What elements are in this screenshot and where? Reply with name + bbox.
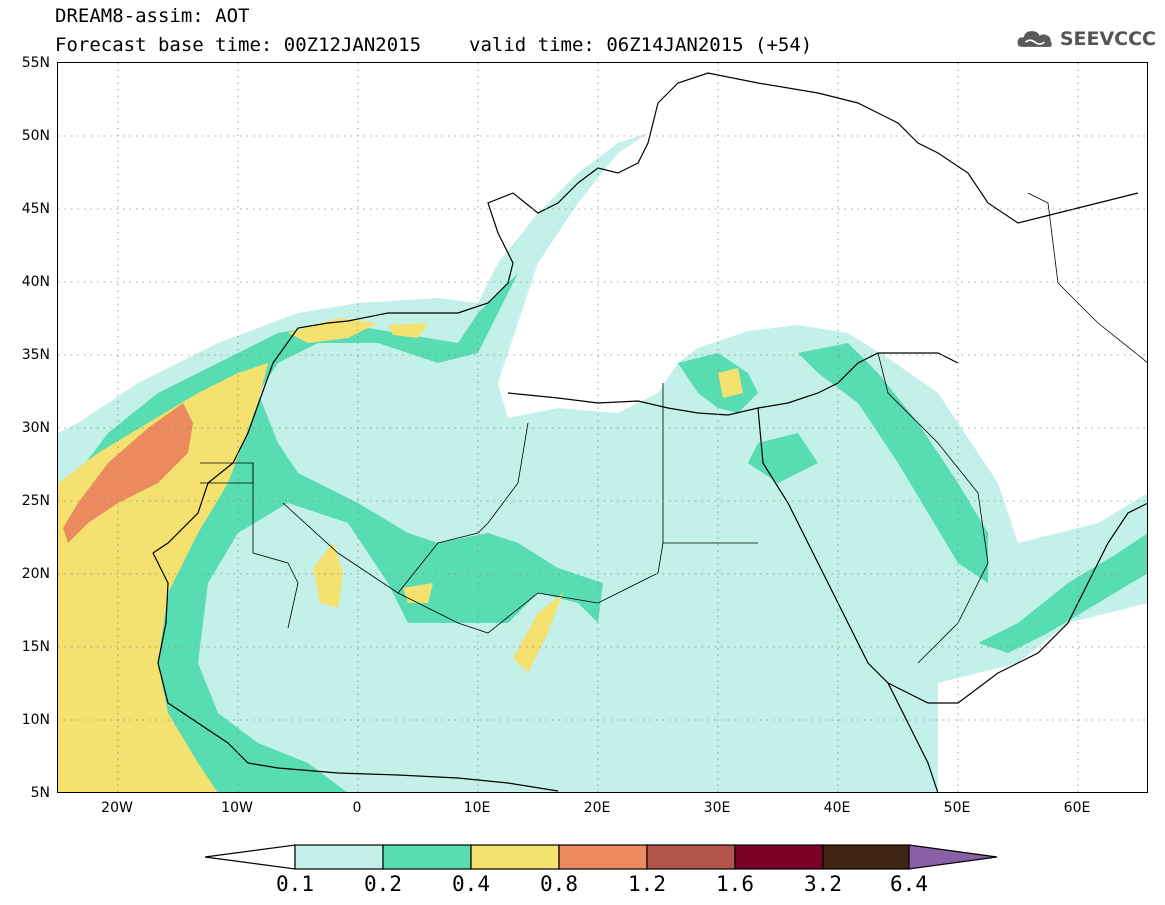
lat-label: 20N xyxy=(21,566,50,582)
lat-label: 30N xyxy=(21,420,50,436)
colorbar-label: 6.4 xyxy=(890,872,928,896)
lat-label: 35N xyxy=(21,347,50,363)
colorbar xyxy=(205,844,998,870)
colorbar-high-arrow xyxy=(908,844,998,870)
colorbar-label: 3.2 xyxy=(804,872,842,896)
logo-text: SEEVCCC xyxy=(1059,28,1156,50)
forecast-times: Forecast base time: 00Z12JAN2015 valid ti… xyxy=(55,35,860,55)
colorbar-swatch xyxy=(382,844,472,870)
lat-label: 50N xyxy=(21,128,50,144)
map-canvas xyxy=(58,63,1147,792)
colorbar-label: 0.8 xyxy=(540,872,578,896)
lon-label: 0 xyxy=(352,800,362,816)
colorbar-label: 0.1 xyxy=(276,872,314,896)
aot-map xyxy=(57,62,1148,793)
cloud-icon xyxy=(1017,31,1052,47)
colorbar-swatch xyxy=(822,844,910,870)
colorbar-swatch xyxy=(470,844,560,870)
aot-level-4 xyxy=(63,403,193,543)
colorbar-swatch xyxy=(558,844,648,870)
lat-label: 5N xyxy=(30,785,50,801)
lon-label: 30E xyxy=(703,800,731,816)
lon-label: 20E xyxy=(583,800,611,816)
map-title: DREAM8-assim: AOT xyxy=(55,5,250,27)
lon-label: 20W xyxy=(101,800,133,816)
lat-label: 10N xyxy=(21,712,50,728)
colorbar-swatch xyxy=(646,844,736,870)
colorbar-swatch xyxy=(734,844,824,870)
aot-level-1 xyxy=(58,133,1147,792)
colorbar-low-arrow xyxy=(205,844,296,870)
lat-label: 40N xyxy=(21,274,50,290)
seevccc-logo: SEEVCCC xyxy=(1016,22,1156,56)
base-time: Forecast base time: 00Z12JAN2015 xyxy=(55,34,422,56)
lat-label: 45N xyxy=(21,201,50,217)
lon-label: 50E xyxy=(943,800,971,816)
colorbar-label: 1.6 xyxy=(716,872,754,896)
lon-label: 60E xyxy=(1063,800,1091,816)
lat-lon-grid xyxy=(58,63,1147,792)
lat-label: 55N xyxy=(21,55,50,71)
country-borders xyxy=(200,192,1147,664)
lon-label: 10E xyxy=(463,800,491,816)
valid-time: valid time: 06Z14JAN2015 (+54) xyxy=(469,34,813,56)
colorbar-swatch xyxy=(294,844,384,870)
lat-label: 25N xyxy=(21,493,50,509)
coastlines xyxy=(152,72,1147,792)
colorbar-label: 1.2 xyxy=(628,872,666,896)
colorbar-label: 0.4 xyxy=(452,872,490,896)
colorbar-label: 0.2 xyxy=(364,872,402,896)
lon-label: 40E xyxy=(823,800,851,816)
lon-label: 10W xyxy=(221,800,253,816)
lat-label: 15N xyxy=(21,639,50,655)
